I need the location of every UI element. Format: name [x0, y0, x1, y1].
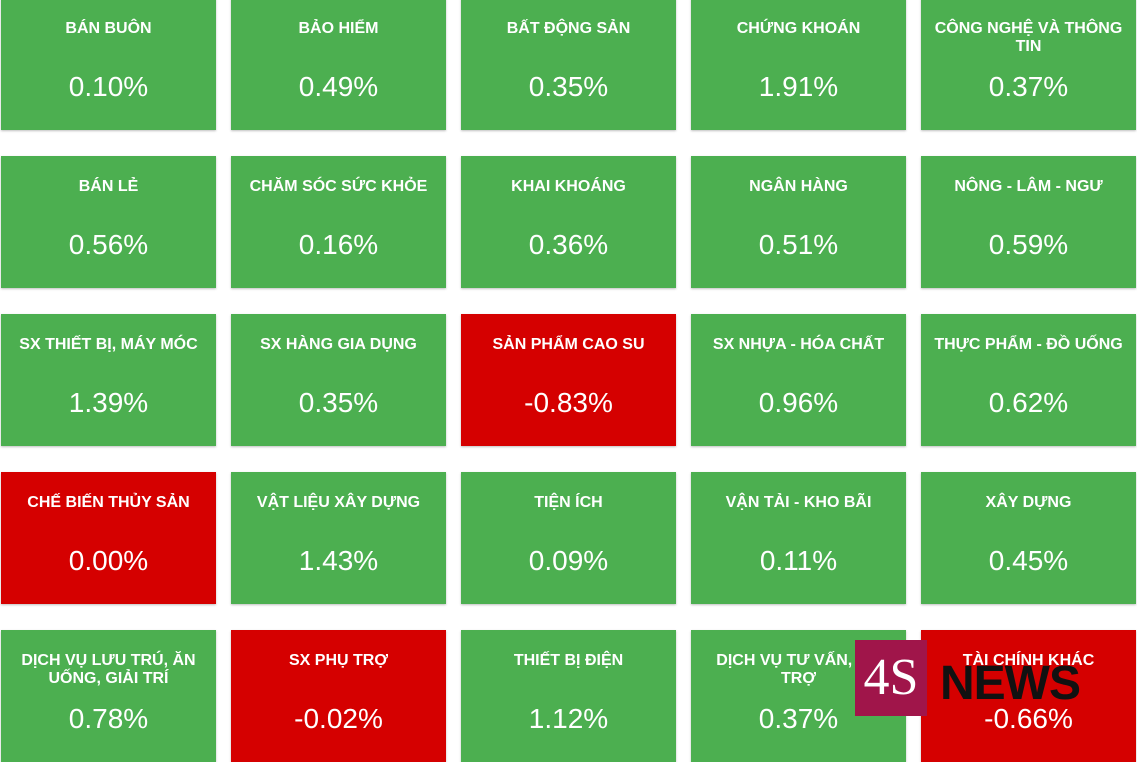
- sector-change: 0.56%: [68, 229, 149, 260]
- sector-tile: THIẾT BỊ ĐIỆN 1.12%: [461, 630, 676, 762]
- sector-change: 0.51%: [758, 229, 839, 260]
- sector-label: DỊCH VỤ TƯ VẤN, HỖ TRỢ: [716, 652, 881, 687]
- sector-tile: CÔNG NGHỆ VÀ THÔNG TIN 0.37%: [921, 0, 1136, 130]
- sector-label: BÁN BUÔN: [65, 20, 152, 37]
- sector-label: TIỆN ÍCH: [534, 494, 603, 511]
- sector-tile: SX PHỤ TRỢ -0.02%: [231, 630, 446, 762]
- sector-tile: CHẾ BIẾN THỦY SẢN 0.00%: [1, 472, 216, 604]
- sector-tile: KHAI KHOÁNG 0.36%: [461, 156, 676, 288]
- sector-change: 0.62%: [988, 387, 1069, 418]
- sector-label: VẬT LIỆU XÂY DỰNG: [256, 494, 421, 511]
- sector-tile: SX THIẾT BỊ, MÁY MÓC 1.39%: [1, 314, 216, 446]
- sector-tile: BẤT ĐỘNG SẢN 0.35%: [461, 0, 676, 130]
- sector-tile: BẢO HIỂM 0.49%: [231, 0, 446, 130]
- sector-change: 1.91%: [758, 71, 839, 102]
- sector-tile: NGÂN HÀNG 0.51%: [691, 156, 906, 288]
- sector-tile: SX HÀNG GIA DỤNG 0.35%: [231, 314, 446, 446]
- sector-tile: SẢN PHẨM CAO SU -0.83%: [461, 314, 676, 446]
- sector-tile: DỊCH VỤ LƯU TRÚ, ĂN UỐNG, GIẢI TRÍ 0.78%: [1, 630, 216, 762]
- sector-change: 0.96%: [758, 387, 839, 418]
- sector-change: 0.00%: [68, 545, 149, 576]
- sector-label: VẬN TẢI - KHO BÃI: [725, 494, 872, 511]
- sector-change: 0.78%: [68, 703, 149, 734]
- sector-tile: NÔNG - LÂM - NGƯ 0.59%: [921, 156, 1136, 288]
- sector-change: -0.02%: [294, 703, 383, 734]
- sector-label: TÀI CHÍNH KHÁC: [962, 652, 1095, 669]
- watermark-text: NEWS: [940, 657, 1081, 710]
- sector-change: 0.45%: [988, 545, 1069, 576]
- sector-change: 0.37%: [988, 71, 1069, 102]
- watermark-logo: 4S: [855, 640, 927, 716]
- sector-change: -0.66%: [984, 703, 1073, 734]
- sector-change: 0.35%: [528, 71, 609, 102]
- sector-tile: TÀI CHÍNH KHÁC -0.66%: [921, 630, 1136, 762]
- sector-tile: TIỆN ÍCH 0.09%: [461, 472, 676, 604]
- sector-label: SX HÀNG GIA DỤNG: [260, 336, 417, 353]
- sector-label: SX THIẾT BỊ, MÁY MÓC: [19, 336, 198, 353]
- sector-tile: VẬN TẢI - KHO BÃI 0.11%: [691, 472, 906, 604]
- sector-tile: BÁN BUÔN 0.10%: [1, 0, 216, 130]
- sector-label: CÔNG NGHỆ VÀ THÔNG TIN: [934, 20, 1123, 55]
- sector-change: 0.36%: [528, 229, 609, 260]
- sector-label: DỊCH VỤ LƯU TRÚ, ĂN UỐNG, GIẢI TRÍ: [21, 652, 196, 687]
- sector-label: SX NHỰA - HÓA CHẤT: [712, 336, 885, 353]
- sector-label: BÁN LẺ: [78, 178, 139, 195]
- sector-label: SX PHỤ TRỢ: [289, 652, 388, 669]
- sector-label: XÂY DỰNG: [985, 494, 1072, 511]
- sector-change: 1.39%: [68, 387, 149, 418]
- sector-label: NGÂN HÀNG: [749, 178, 848, 195]
- sector-change: 0.49%: [298, 71, 379, 102]
- sector-tile: THỰC PHẨM - ĐỒ UỐNG 0.62%: [921, 314, 1136, 446]
- sector-label: BẤT ĐỘNG SẢN: [506, 20, 631, 37]
- sector-change: -0.83%: [524, 387, 613, 418]
- sector-tile: CHỨNG KHOÁN 1.91%: [691, 0, 906, 130]
- sector-tile: VẬT LIỆU XÂY DỰNG 1.43%: [231, 472, 446, 604]
- sector-tile: CHĂM SÓC SỨC KHỎE 0.16%: [231, 156, 446, 288]
- sector-label: CHỨNG KHOÁN: [736, 20, 861, 37]
- sector-tile: XÂY DỰNG 0.45%: [921, 472, 1136, 604]
- sector-change: 1.43%: [298, 545, 379, 576]
- sector-change: 0.35%: [298, 387, 379, 418]
- sector-tile: SX NHỰA - HÓA CHẤT 0.96%: [691, 314, 906, 446]
- sector-label: CHẾ BIẾN THỦY SẢN: [27, 494, 190, 511]
- sector-label: THỰC PHẨM - ĐỒ UỐNG: [934, 336, 1123, 353]
- sector-change: 0.16%: [298, 229, 379, 260]
- sector-label: CHĂM SÓC SỨC KHỎE: [249, 178, 428, 195]
- sector-change: 0.10%: [68, 71, 149, 102]
- sector-change: 0.09%: [528, 545, 609, 576]
- sector-label: SẢN PHẨM CAO SU: [492, 336, 645, 353]
- sector-label: THIẾT BỊ ĐIỆN: [513, 652, 624, 669]
- sector-change: 0.37%: [758, 703, 839, 734]
- sector-label: BẢO HIỂM: [298, 20, 379, 37]
- sector-change: 1.12%: [528, 703, 609, 734]
- sector-change: 0.11%: [759, 545, 838, 576]
- sector-change: 0.59%: [988, 229, 1069, 260]
- sector-tile: BÁN LẺ 0.56%: [1, 156, 216, 288]
- sector-label: NÔNG - LÂM - NGƯ: [954, 178, 1103, 195]
- sector-label: KHAI KHOÁNG: [511, 178, 626, 195]
